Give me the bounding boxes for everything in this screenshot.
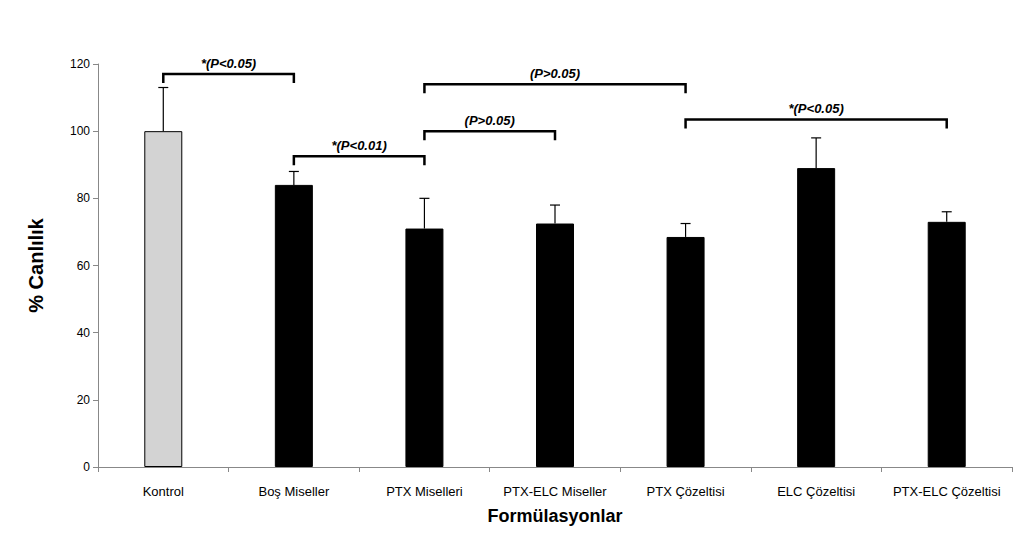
svg-text:Kontrol: Kontrol [143, 484, 184, 499]
svg-text:120: 120 [70, 57, 90, 71]
svg-text:60: 60 [77, 259, 91, 273]
svg-text:% Canlılık: % Canlılık [25, 217, 47, 312]
svg-text:PTX Çözeltisi: PTX Çözeltisi [647, 484, 725, 499]
svg-text:(P>0.05): (P>0.05) [530, 66, 580, 81]
svg-text:ELC Çözeltisi: ELC Çözeltisi [777, 484, 855, 499]
svg-text:*(P<0.05): *(P<0.05) [201, 56, 256, 71]
svg-text:PTX Miselleri: PTX Miselleri [386, 484, 463, 499]
svg-text:Boş Miseller: Boş Miseller [258, 484, 329, 499]
svg-text:*(P<0.05): *(P<0.05) [788, 101, 843, 116]
svg-text:Formülasyonlar: Formülasyonlar [487, 506, 622, 526]
svg-text:(P>0.05): (P>0.05) [465, 113, 515, 128]
svg-text:PTX-ELC Miseller: PTX-ELC Miseller [503, 484, 607, 499]
svg-text:40: 40 [77, 326, 91, 340]
svg-text:20: 20 [77, 393, 91, 407]
svg-text:PTX-ELC Çözeltisi: PTX-ELC Çözeltisi [893, 484, 1001, 499]
svg-text:80: 80 [77, 191, 91, 205]
svg-text:0: 0 [83, 460, 90, 474]
svg-text:*(P<0.01): *(P<0.01) [331, 138, 386, 153]
svg-text:100: 100 [70, 124, 90, 138]
